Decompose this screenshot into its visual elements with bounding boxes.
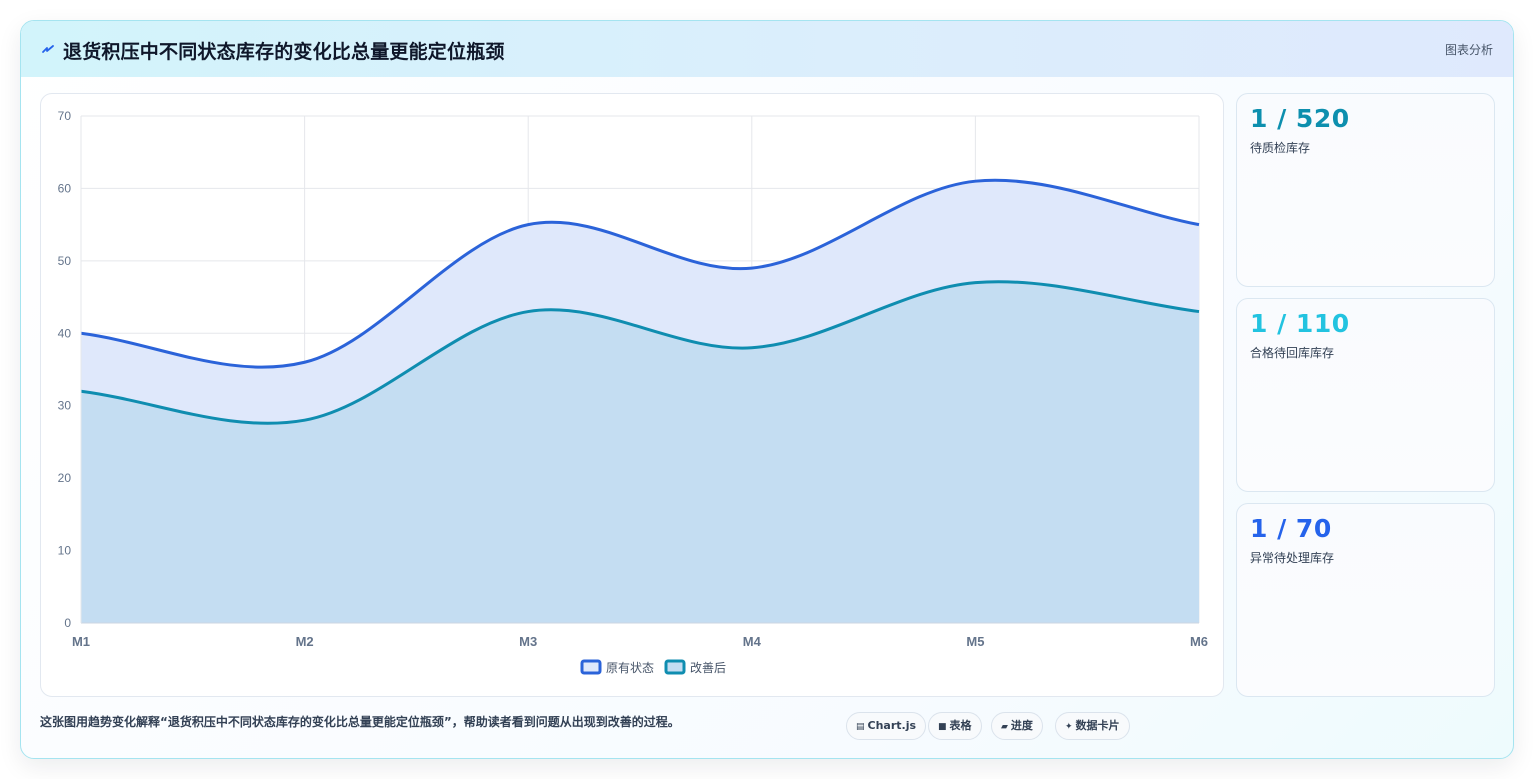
chart-analysis-tag: 图表分析: [1444, 43, 1493, 57]
stat-value: 1 / 520: [1250, 104, 1350, 133]
y-tick-label: 20: [58, 471, 72, 485]
progress-icon: ▰: [1001, 722, 1008, 732]
chip-table[interactable]: ■ 表格: [928, 712, 982, 740]
stat-label: 异常待处理库存: [1250, 551, 1335, 565]
chip-label: Chart.js: [867, 719, 917, 732]
legend-swatch: [664, 659, 686, 675]
chart-description: 这张图用趋势变化解释“退货积压中不同状态库存的变化比总量更能定位瓶颈”，帮助读者…: [40, 715, 680, 729]
x-tick-label: M4: [743, 634, 762, 649]
stat-label: 合格待回库库存: [1250, 346, 1335, 360]
x-tick-label: M1: [72, 634, 90, 649]
chip-chartjs[interactable]: ▤ Chart.js: [846, 712, 927, 740]
legend-swatch: [580, 659, 602, 675]
card-header: 退货积压中不同状态库存的变化比总量更能定位瓶颈 图表分析: [21, 21, 1513, 77]
stat-label: 待质检库存: [1250, 141, 1311, 155]
stat-card-exception: 1 / 70 异常待处理库存: [1236, 503, 1495, 697]
legend-label: 改善后: [690, 660, 726, 675]
stat-card-qualified-return: 1 / 110 合格待回库库存: [1236, 298, 1495, 492]
series-area-2: [81, 281, 1199, 623]
chart-icon: ▤: [856, 722, 865, 732]
y-tick-label: 60: [58, 181, 72, 195]
y-tick-label: 40: [58, 326, 72, 340]
series-line-2: [80, 280, 1200, 425]
x-tick-label: M3: [519, 634, 537, 649]
stat-card-pending-inspection: 1 / 520 待质检库存: [1236, 93, 1495, 287]
y-tick-label: 0: [64, 616, 71, 630]
bolt-icon: [42, 45, 54, 53]
x-tick-label: M5: [966, 634, 984, 649]
x-tick-label: M6: [1190, 634, 1208, 649]
chip-label: 数据卡片: [1075, 719, 1120, 732]
sparkle-icon: ✦: [1065, 722, 1073, 732]
x-tick-label: M2: [296, 634, 314, 649]
stat-value: 1 / 70: [1250, 514, 1332, 543]
table-icon: ■: [938, 722, 947, 732]
dashboard-card: 退货积压中不同状态库存的变化比总量更能定位瓶颈 图表分析 0 10 20 30 40 50…: [20, 20, 1514, 759]
y-tick-label: 70: [58, 109, 72, 123]
chip-progress[interactable]: ▰ 进度: [991, 712, 1043, 740]
y-tick-label: 30: [58, 399, 72, 413]
chart-panel: 0 10 20 30 40 50 60 70 M1 M2 M3 M4 M5 M6 原有状态 改善后: [40, 93, 1224, 697]
chip-label: 表格: [949, 719, 972, 732]
y-tick-label: 10: [58, 544, 72, 558]
area-chart: 0 10 20 30 40 50 60 70 M1 M2 M3 M4 M5 M6 原有状态 改善后: [58, 109, 1208, 675]
stat-value: 1 / 110: [1250, 309, 1350, 338]
legend-label: 原有状态: [606, 661, 654, 675]
chip-data-card[interactable]: ✦ 数据卡片: [1055, 712, 1130, 740]
chip-label: 进度: [1010, 719, 1033, 732]
page-title: 退货积压中不同状态库存的变化比总量更能定位瓶颈: [63, 41, 505, 63]
y-tick-label: 50: [58, 254, 72, 268]
series-line-1: [80, 178, 1200, 369]
